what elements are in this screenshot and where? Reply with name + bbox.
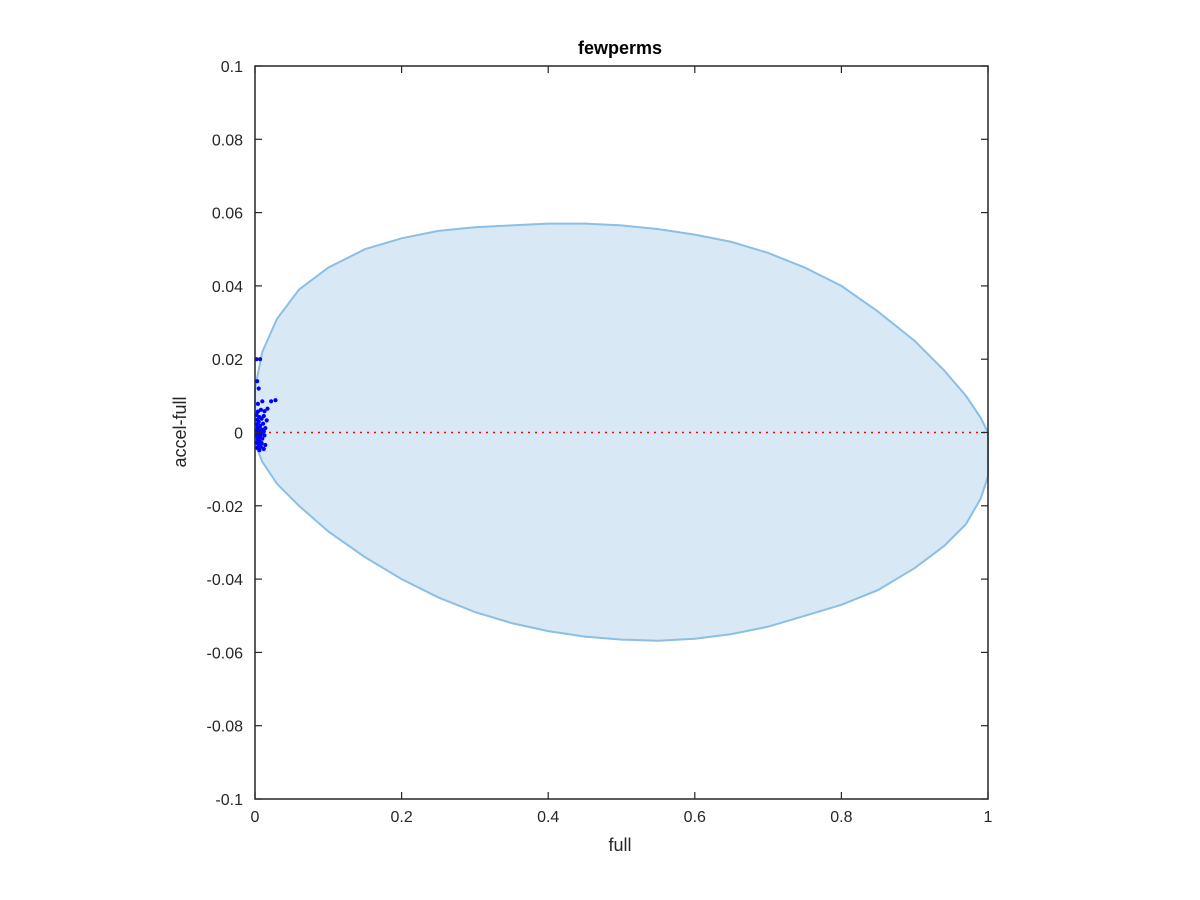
- chart-title: fewperms: [578, 38, 662, 58]
- scatter-point: [257, 448, 262, 453]
- scatter-point: [255, 401, 260, 406]
- scatter-point: [262, 433, 267, 438]
- scatter-point: [264, 418, 269, 423]
- x-tick-label: 0.4: [537, 809, 559, 826]
- x-tick-label: 0.2: [390, 809, 412, 826]
- y-axis-label: accel-full: [170, 396, 190, 467]
- scatter-points-layer: [254, 357, 278, 453]
- x-tick-label: 1: [984, 809, 993, 826]
- y-tick-label: -0.04: [207, 572, 244, 589]
- scatter-point: [259, 416, 264, 421]
- y-tick-label: 0: [234, 426, 243, 443]
- scatter-point: [255, 409, 260, 414]
- scatter-point: [265, 406, 270, 411]
- x-tick-label: 0.6: [684, 809, 706, 826]
- x-tick-label: 0.8: [830, 809, 852, 826]
- y-tick-label: -0.02: [207, 499, 244, 516]
- scatter-point: [255, 379, 260, 384]
- y-tick-label: -0.1: [215, 792, 243, 809]
- y-tick-label: 0.1: [221, 59, 243, 76]
- scatter-point: [260, 436, 265, 441]
- scatter-point: [258, 444, 263, 449]
- scatter-point: [263, 426, 268, 431]
- y-tick-label: -0.06: [207, 645, 244, 662]
- scatter-point: [260, 399, 265, 404]
- y-tick-label: 0.02: [212, 352, 243, 369]
- y-tick-label: 0.06: [212, 206, 243, 223]
- scatter-point: [261, 429, 266, 434]
- ticks-layer: 0 0.2 0.4 0.6 0.8 1 -0.1 -0.08 -0.06 -0.04 -0.02 0 0…: [207, 59, 993, 826]
- scatter-point: [256, 386, 261, 391]
- y-tick-label: -0.08: [207, 719, 244, 736]
- y-tick-label: 0.08: [212, 132, 243, 149]
- scatter-point: [262, 409, 267, 414]
- x-tick-label: 0: [251, 809, 260, 826]
- scatter-point: [269, 399, 274, 404]
- scatter-point: [273, 398, 278, 403]
- y-tick-label: 0.04: [212, 279, 243, 296]
- scatter-point: [261, 446, 266, 452]
- scatter-point: [263, 442, 268, 448]
- scatter-point: [261, 421, 266, 426]
- x-axis-label: full: [608, 835, 631, 855]
